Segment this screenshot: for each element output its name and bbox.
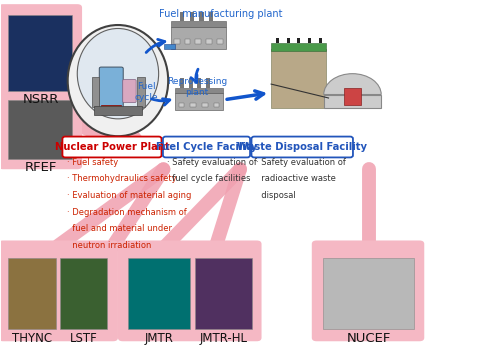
Text: · Safety evaluation of: · Safety evaluation of: [167, 158, 257, 167]
FancyBboxPatch shape: [123, 80, 136, 103]
FancyBboxPatch shape: [163, 136, 250, 157]
Text: RFEF: RFEF: [25, 161, 58, 174]
Bar: [197, 78, 201, 88]
Text: Fuel
cycle: Fuel cycle: [135, 82, 158, 102]
Bar: [202, 103, 208, 107]
Ellipse shape: [68, 25, 168, 136]
Text: · Evaluation of material aging: · Evaluation of material aging: [67, 191, 191, 200]
Bar: [128, 258, 190, 329]
Bar: [170, 27, 226, 49]
FancyBboxPatch shape: [118, 240, 262, 341]
Text: neutron irradiation: neutron irradiation: [67, 241, 151, 250]
Bar: [319, 38, 322, 43]
FancyBboxPatch shape: [62, 136, 161, 157]
FancyBboxPatch shape: [252, 136, 353, 157]
Bar: [101, 105, 121, 109]
FancyBboxPatch shape: [0, 4, 82, 169]
Bar: [308, 38, 311, 43]
FancyBboxPatch shape: [0, 240, 118, 341]
Bar: [180, 78, 184, 88]
Text: Reprocessing
plant: Reprocessing plant: [167, 77, 227, 97]
Text: · Thermohydraulics safety: · Thermohydraulics safety: [67, 174, 176, 184]
Bar: [206, 39, 212, 44]
Bar: [175, 93, 223, 110]
Text: Fuel manufacturing plant: Fuel manufacturing plant: [159, 9, 283, 20]
Bar: [271, 49, 326, 109]
Bar: [185, 39, 191, 44]
Text: NSRR: NSRR: [23, 93, 60, 106]
Bar: [324, 95, 381, 109]
Bar: [60, 258, 108, 329]
Bar: [195, 39, 201, 44]
Bar: [206, 78, 210, 88]
Bar: [92, 77, 99, 107]
Bar: [298, 38, 300, 43]
FancyBboxPatch shape: [99, 67, 123, 108]
Text: Waste Disposal Facility: Waste Disposal Facility: [237, 142, 367, 152]
Bar: [191, 103, 196, 107]
Bar: [287, 38, 289, 43]
Text: radioactive waste: radioactive waste: [256, 174, 336, 184]
Text: disposal: disposal: [256, 191, 296, 200]
Bar: [214, 103, 219, 107]
FancyBboxPatch shape: [312, 240, 424, 341]
Bar: [344, 88, 361, 105]
Text: NUCEF: NUCEF: [347, 332, 391, 344]
Bar: [8, 100, 72, 159]
Bar: [175, 88, 223, 93]
Text: fuel and material under: fuel and material under: [67, 224, 172, 233]
Bar: [94, 106, 142, 115]
Text: Fuel Cycle Facility: Fuel Cycle Facility: [156, 142, 257, 152]
Text: LSTF: LSTF: [70, 332, 97, 344]
Text: Nuclear Power Plant: Nuclear Power Plant: [55, 142, 169, 152]
Bar: [271, 43, 326, 51]
Text: · Safety evaluation of: · Safety evaluation of: [256, 158, 346, 167]
Bar: [164, 44, 175, 49]
Text: JMTR-HL: JMTR-HL: [199, 332, 247, 344]
Bar: [174, 39, 180, 44]
Bar: [180, 12, 184, 21]
Text: THYNC: THYNC: [12, 332, 52, 344]
Bar: [199, 12, 204, 21]
Bar: [209, 12, 213, 21]
Bar: [170, 21, 226, 27]
Bar: [194, 258, 252, 329]
Text: JMTR: JMTR: [144, 332, 173, 344]
Bar: [217, 39, 223, 44]
Bar: [189, 78, 192, 88]
Ellipse shape: [77, 29, 158, 119]
Bar: [137, 77, 145, 107]
Text: · Degradation mechanism of: · Degradation mechanism of: [67, 208, 187, 217]
Bar: [8, 15, 72, 91]
Text: fuel cycle facilities: fuel cycle facilities: [167, 174, 251, 184]
Bar: [8, 258, 56, 329]
Bar: [323, 258, 414, 329]
Wedge shape: [324, 74, 381, 95]
Bar: [179, 103, 184, 107]
Bar: [190, 12, 194, 21]
Bar: [276, 38, 279, 43]
Text: · Fuel safety: · Fuel safety: [67, 158, 118, 167]
